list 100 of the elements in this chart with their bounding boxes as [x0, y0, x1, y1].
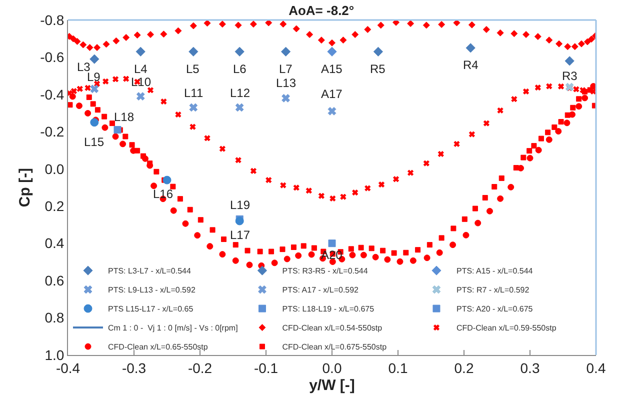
y-tick-label: 0.6 — [44, 272, 64, 288]
x-tick-label: 0.3 — [520, 360, 540, 376]
point — [450, 226, 456, 232]
point — [482, 26, 490, 33]
point — [580, 87, 586, 94]
point — [204, 135, 210, 142]
point — [348, 246, 354, 252]
point — [568, 111, 576, 118]
point — [122, 134, 128, 140]
x-tick-label: 0.0 — [322, 360, 342, 376]
point — [531, 143, 537, 149]
legend-label: PTS: A15 - x/L=0.544 — [456, 266, 534, 276]
point — [486, 208, 493, 214]
point — [136, 92, 145, 101]
y-axis-title: Cp [-] — [16, 168, 34, 208]
point — [590, 88, 596, 95]
point — [564, 120, 570, 126]
point — [522, 31, 530, 38]
point — [380, 248, 386, 254]
point — [403, 250, 409, 256]
point — [564, 56, 574, 66]
point — [497, 107, 504, 114]
point — [483, 120, 490, 126]
point — [364, 185, 371, 192]
legend-label: Cm 1 : 0 - Vj 1 : 0 [m/s] - Vs : 0[rpm] — [108, 324, 238, 333]
point — [136, 46, 146, 56]
point — [453, 20, 460, 26]
point — [392, 20, 400, 26]
point — [284, 256, 290, 262]
point — [384, 256, 391, 263]
point — [194, 232, 201, 239]
annotation: A17 — [321, 87, 343, 101]
point — [584, 38, 591, 46]
point — [410, 257, 416, 264]
point — [497, 195, 504, 202]
point — [510, 30, 518, 38]
point — [76, 86, 83, 92]
point — [175, 111, 182, 118]
point — [123, 76, 130, 82]
point — [349, 252, 356, 258]
point — [415, 247, 421, 253]
point — [90, 118, 99, 127]
y-tick-label: 0.0 — [44, 160, 64, 177]
point — [129, 142, 135, 148]
point — [368, 246, 374, 252]
point — [188, 46, 198, 56]
legend-label: PTS: R3-R5 - x/L=0.544 — [282, 266, 368, 276]
point — [330, 195, 336, 202]
point — [80, 41, 87, 48]
point — [482, 194, 488, 200]
point — [280, 20, 287, 28]
point — [462, 216, 468, 222]
point — [300, 243, 306, 249]
point — [391, 250, 397, 256]
annotation: R5 — [370, 62, 386, 76]
point — [454, 140, 460, 148]
point — [76, 102, 82, 110]
point — [306, 31, 314, 38]
point — [257, 248, 263, 254]
point — [538, 136, 544, 142]
point — [219, 146, 226, 152]
point — [280, 246, 286, 252]
point — [492, 184, 498, 190]
point — [407, 20, 414, 28]
point — [204, 20, 211, 27]
y-tick-label: 0.2 — [44, 198, 64, 214]
y-tick-label: -0.4 — [40, 86, 64, 102]
point — [352, 31, 359, 38]
point — [535, 146, 542, 154]
legend-label: PTS: A17 - x/L=0.592 — [282, 286, 360, 295]
point — [147, 87, 154, 94]
point — [422, 22, 430, 29]
point — [378, 181, 385, 188]
point — [534, 84, 541, 91]
legend-label: PTS: A20 - x/L=0.675 — [456, 304, 534, 314]
point — [466, 43, 476, 53]
point — [232, 257, 239, 264]
point — [120, 140, 126, 148]
point — [438, 235, 444, 241]
point — [84, 84, 91, 91]
point — [271, 260, 278, 266]
annotation: L5 — [186, 62, 200, 76]
point — [526, 154, 534, 162]
point — [518, 164, 524, 172]
legend-label: CFD-Clean x/L=0.65-550stp — [108, 342, 208, 352]
point — [290, 244, 296, 250]
y-tick-label: -0.6 — [40, 49, 64, 66]
legend-label: PTS: R7 - x/L=0.592 — [456, 286, 530, 295]
point — [170, 184, 176, 190]
point — [160, 30, 168, 38]
point — [206, 243, 214, 250]
annotation: L13 — [276, 76, 296, 90]
point — [190, 124, 196, 130]
point — [281, 46, 291, 56]
point — [570, 104, 576, 110]
point — [84, 110, 92, 116]
point — [187, 206, 193, 212]
point — [565, 82, 574, 92]
annotation: A15 — [321, 62, 343, 76]
legend-label: CFD-Clean x/L=0.675-550stp — [282, 342, 388, 352]
